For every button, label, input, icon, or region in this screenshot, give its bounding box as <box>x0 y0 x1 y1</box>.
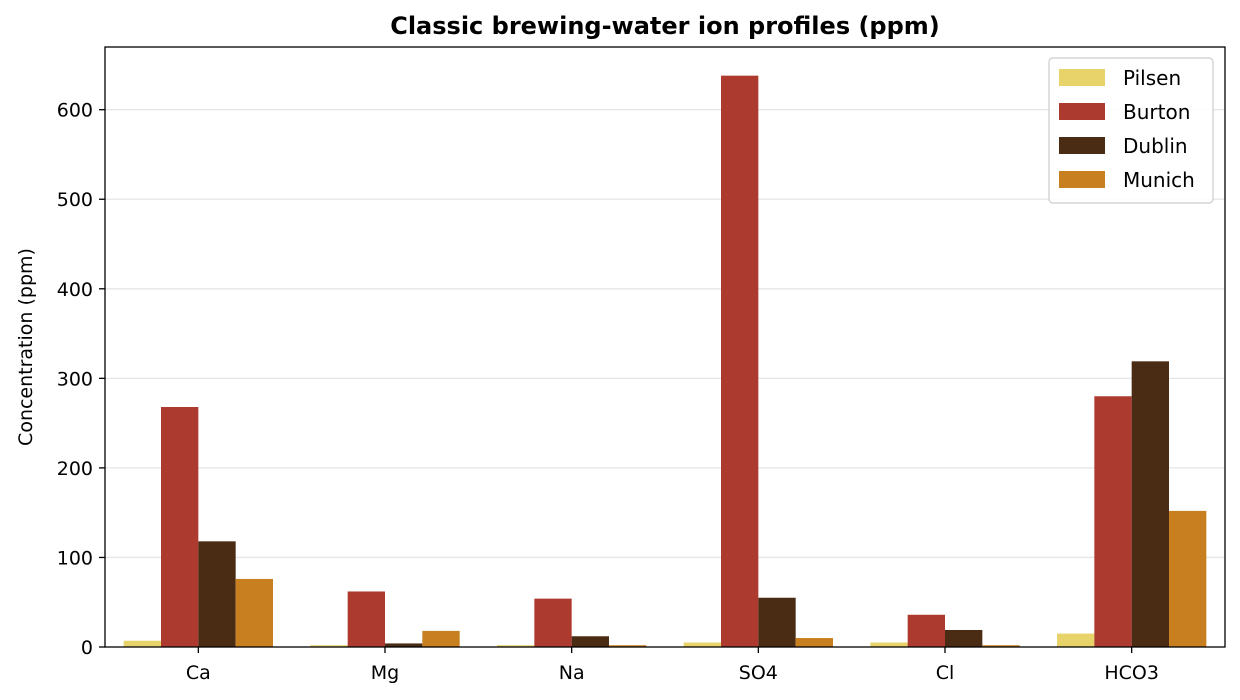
y-tick-label: 500 <box>57 189 93 211</box>
x-tick-label: SO4 <box>739 662 778 684</box>
legend-swatch-pilsen <box>1059 69 1105 86</box>
x-tick-label: Na <box>559 662 585 684</box>
legend-label-dublin: Dublin <box>1123 134 1188 158</box>
bar-munich-so4 <box>795 638 833 647</box>
y-tick-label: 600 <box>57 100 93 122</box>
legend-label-pilsen: Pilsen <box>1123 66 1181 90</box>
bar-munich-mg <box>422 630 460 647</box>
bar-dublin-so4 <box>758 597 796 647</box>
y-tick-label: 0 <box>81 637 93 659</box>
bar-munich-na <box>609 645 647 647</box>
x-axis: Ca Mg Na SO4 Cl HCO3 <box>186 647 1159 684</box>
bar-pilsen-mg <box>310 645 348 647</box>
x-tick-label: Ca <box>186 662 211 684</box>
y-tick-label: 100 <box>57 547 93 569</box>
legend-swatch-munich <box>1059 171 1105 188</box>
bar-dublin-cl <box>945 629 983 647</box>
bar-munich-ca <box>235 578 273 647</box>
bar-burton-cl <box>907 614 945 647</box>
bar-munich-cl <box>982 645 1020 647</box>
grid <box>105 109 1225 559</box>
bar-pilsen-so4 <box>683 642 721 647</box>
y-tick-label: 300 <box>57 368 93 390</box>
legend-box <box>1048 57 1214 204</box>
y-axis-label: Concentration (ppm) <box>15 248 37 446</box>
bar-pilsen-na <box>497 645 535 647</box>
bar-pilsen-hco3 <box>1057 633 1095 647</box>
y-tick-label: 200 <box>57 458 93 480</box>
legend-label-munich: Munich <box>1123 168 1195 192</box>
plot-frame <box>104 46 1226 648</box>
bar-burton-na <box>534 598 572 647</box>
bar-burton-mg <box>347 591 385 647</box>
legend: Pilsen Burton Dublin Munich <box>1048 57 1214 204</box>
x-tick-label: Cl <box>936 662 955 684</box>
bar-burton-hco3 <box>1094 396 1132 647</box>
legend-swatch-dublin <box>1059 137 1105 154</box>
bar-pilsen-ca <box>123 640 161 647</box>
bar-dublin-ca <box>198 541 236 647</box>
x-tick-label: Mg <box>371 662 399 684</box>
x-tick-label: HCO3 <box>1104 662 1159 684</box>
legend-swatch-burton <box>1059 103 1105 120</box>
y-axis: 0 100 200 300 400 500 600 <box>57 100 105 659</box>
y-tick-label: 400 <box>57 279 93 301</box>
bar-dublin-na <box>571 636 609 647</box>
bar-dublin-hco3 <box>1131 361 1169 647</box>
bar-pilsen-cl <box>870 642 908 647</box>
bar-munich-hco3 <box>1169 510 1207 647</box>
bars <box>123 75 1207 647</box>
bar-burton-so4 <box>721 75 759 647</box>
bar-dublin-mg <box>385 643 423 647</box>
legend-label-burton: Burton <box>1123 100 1190 124</box>
chart-title: Classic brewing-water ion profiles (ppm) <box>390 12 940 40</box>
bar-burton-ca <box>161 407 199 647</box>
